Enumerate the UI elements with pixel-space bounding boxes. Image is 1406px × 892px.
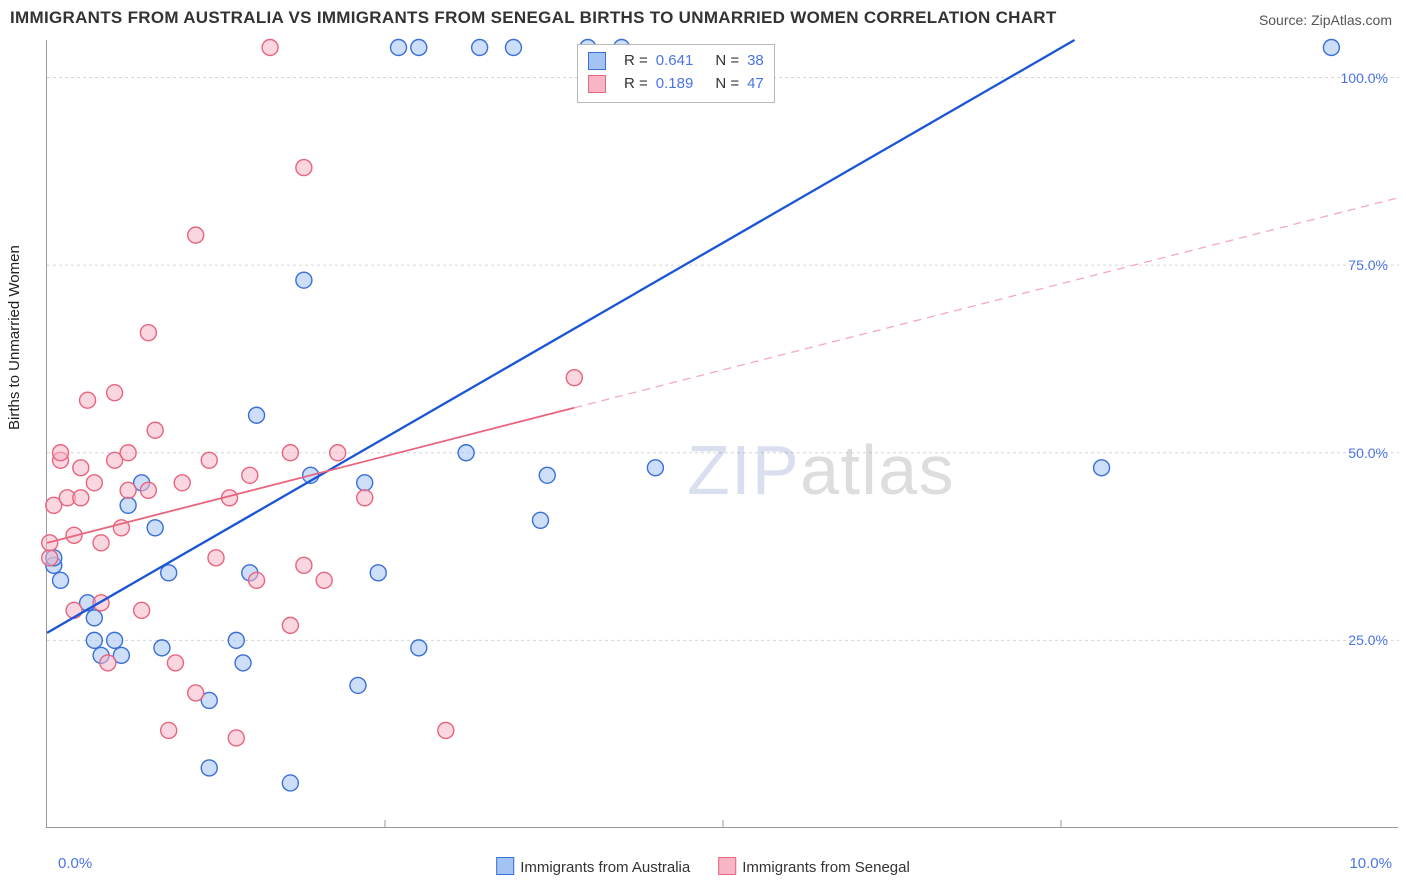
correlation-legend: R = 0.641 N = 38 R = 0.189 N = 47 [577, 44, 775, 103]
series-legend: Immigrants from Australia Immigrants from… [496, 857, 910, 876]
r-value: 0.641 [656, 49, 694, 72]
y-tick-label: 100.0% [1341, 70, 1388, 86]
n-value: 47 [747, 72, 764, 95]
y-tick-label: 75.0% [1348, 257, 1388, 273]
r-label: R = [624, 49, 648, 72]
watermark-atlas: atlas [800, 431, 955, 509]
source-value: ZipAtlas.com [1311, 12, 1392, 28]
r-label: R = [624, 72, 648, 95]
x-axis-max-label: 10.0% [1349, 855, 1392, 872]
chart-title: IMMIGRANTS FROM AUSTRALIA VS IMMIGRANTS … [10, 8, 1057, 28]
legend-row: R = 0.189 N = 47 [588, 72, 764, 95]
legend-swatch [496, 857, 514, 875]
legend-row: R = 0.641 N = 38 [588, 49, 764, 72]
legend-swatch [588, 75, 606, 93]
plot-area: R = 0.641N = 38R = 0.189N = 47 ZIPatlas … [46, 40, 1398, 828]
x-axis-min-label: 0.0% [58, 855, 92, 872]
n-value: 38 [747, 49, 764, 72]
y-axis-label: Births to Unmarried Women [6, 245, 23, 430]
legend-swatch [718, 857, 736, 875]
r-value: 0.189 [656, 72, 694, 95]
legend-swatch [588, 52, 606, 70]
y-tick-label: 25.0% [1348, 632, 1388, 648]
n-label: N = [715, 49, 739, 72]
legend-item: Immigrants from Australia [496, 857, 690, 876]
watermark: ZIPatlas [687, 430, 955, 510]
legend-item: Immigrants from Senegal [718, 857, 910, 876]
n-label: N = [715, 72, 739, 95]
source-label: Source: [1259, 12, 1307, 28]
watermark-zip: ZIP [687, 431, 800, 509]
source-credit: Source: ZipAtlas.com [1259, 12, 1392, 28]
legend-label: Immigrants from Senegal [742, 859, 910, 876]
chart-container: IMMIGRANTS FROM AUSTRALIA VS IMMIGRANTS … [0, 0, 1406, 892]
y-tick-label: 50.0% [1348, 445, 1388, 461]
legend-label: Immigrants from Australia [520, 859, 690, 876]
